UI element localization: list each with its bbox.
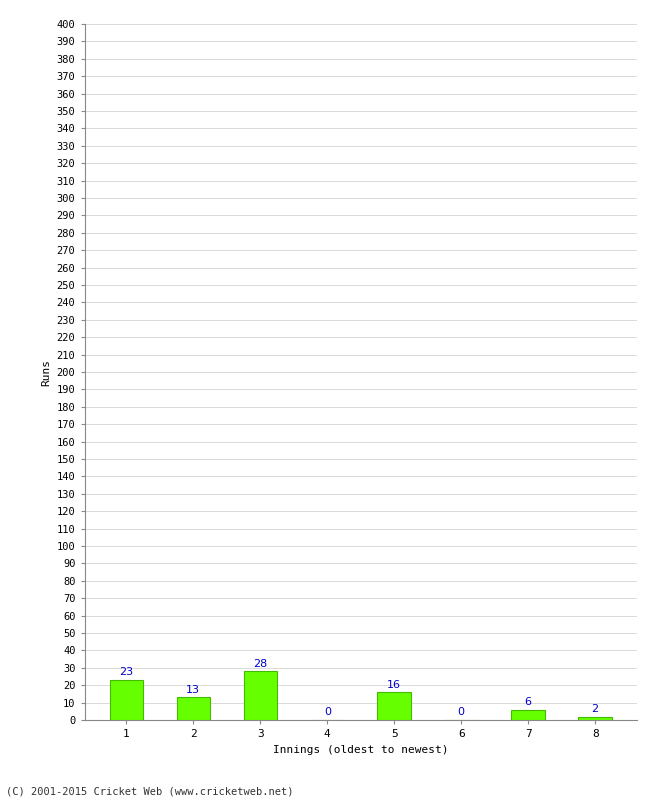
Text: 13: 13 [187,685,200,694]
Text: 28: 28 [253,658,267,669]
Bar [110,680,143,720]
Bar [378,692,411,720]
Bar [512,710,545,720]
Y-axis label: Runs: Runs [41,358,51,386]
Text: (C) 2001-2015 Cricket Web (www.cricketweb.net): (C) 2001-2015 Cricket Web (www.cricketwe… [6,786,294,796]
Text: 23: 23 [120,667,133,678]
Text: 0: 0 [458,707,465,718]
Bar [177,698,210,720]
Bar [244,671,277,720]
Text: 0: 0 [324,707,331,718]
Text: 16: 16 [387,679,401,690]
Bar [578,717,612,720]
Text: 6: 6 [525,697,532,707]
X-axis label: Innings (oldest to newest): Innings (oldest to newest) [273,745,448,754]
Text: 2: 2 [592,704,599,714]
